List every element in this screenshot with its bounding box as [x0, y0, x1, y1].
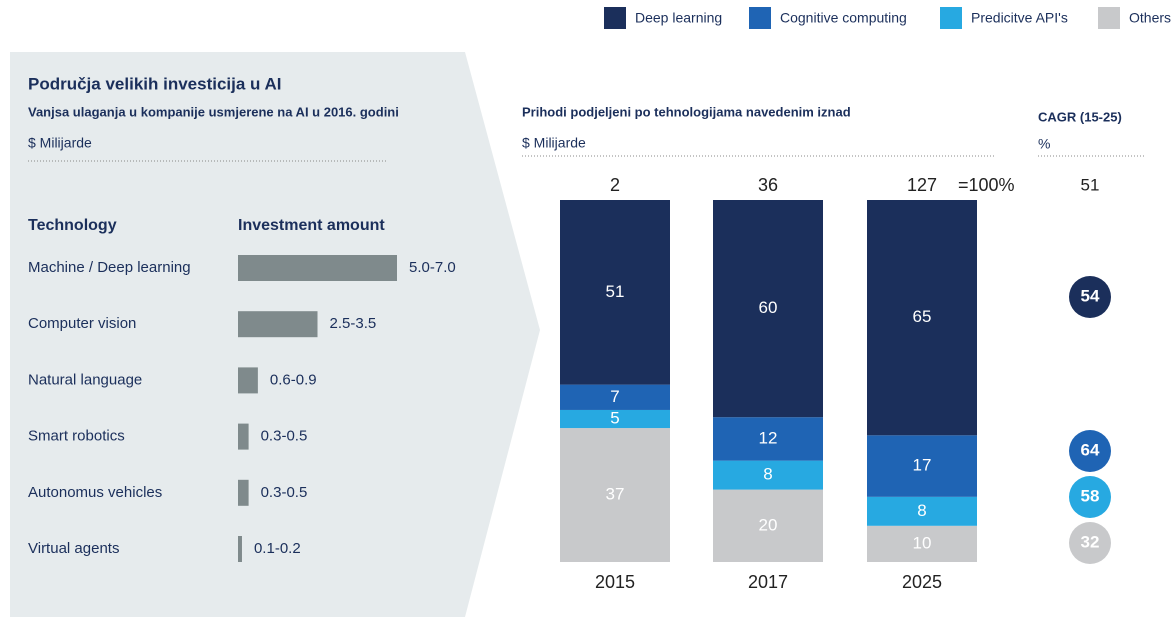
- bar: [238, 423, 249, 450]
- bar-segment: [713, 200, 823, 418]
- bar-segment: [560, 384, 670, 410]
- left-subtitle: Vanjsa ulaganja u kompanije usmjerene na…: [28, 104, 399, 119]
- cagr-value: 54: [1081, 286, 1100, 305]
- bar-segment: [713, 489, 823, 562]
- value-header: Investment amount: [238, 217, 385, 234]
- bar-segment: [560, 428, 670, 562]
- bar: [238, 367, 258, 394]
- cagr-unit: %: [1038, 136, 1050, 152]
- segment-label: 10: [913, 533, 932, 552]
- segment-label: 51: [606, 282, 625, 301]
- bar: [238, 479, 249, 506]
- category-label: Natural language: [28, 371, 142, 388]
- category-label: Autonomus vehicles: [28, 484, 162, 501]
- legend-label: Predicitve API's: [971, 10, 1068, 26]
- cagr-value: 32: [1081, 532, 1100, 551]
- cagr-header: CAGR (15-25): [1038, 109, 1122, 124]
- segment-label: 12: [759, 428, 778, 447]
- cagr-badge: [1069, 276, 1111, 318]
- category-label: Machine / Deep learning: [28, 259, 191, 276]
- legend-label: Deep learning: [635, 10, 722, 26]
- cagr-badge: [1069, 476, 1111, 518]
- cagr-value: 51: [1081, 175, 1100, 194]
- legend-swatch: [604, 7, 626, 29]
- right-subtitle: Prihodi podjeljeni po tehnologijama nave…: [522, 104, 851, 119]
- legend-swatch: [749, 7, 771, 29]
- segment-label: 65: [913, 307, 932, 326]
- cagr-value: 64: [1081, 440, 1100, 459]
- category-label: Virtual agents: [28, 540, 119, 557]
- total-label: 36: [758, 175, 778, 195]
- bar-segment: [560, 200, 670, 385]
- segment-label: 8: [763, 465, 772, 484]
- value-label: 2.5-3.5: [330, 315, 377, 332]
- cagr-badge: [1069, 430, 1111, 472]
- cagr-value: 58: [1081, 486, 1100, 505]
- segment-label: 17: [913, 456, 932, 475]
- category-label: Smart robotics: [28, 428, 125, 445]
- legend-swatch: [940, 7, 962, 29]
- bar: [238, 255, 397, 281]
- total-label: 2: [610, 175, 620, 195]
- bar-segment: [713, 460, 823, 490]
- segment-label: 7: [610, 387, 619, 406]
- value-label: 0.3-0.5: [261, 428, 308, 445]
- category-header: Technology: [28, 217, 117, 234]
- x-tick-label: 2025: [902, 572, 942, 592]
- cagr-badge: [1069, 165, 1111, 207]
- left-unit: $ Milijarde: [28, 135, 92, 151]
- segment-label: 20: [759, 515, 778, 534]
- total-note: =100%: [958, 175, 1015, 195]
- total-label: 127: [907, 175, 937, 195]
- legend-label: Cognitive computing: [780, 10, 907, 26]
- segment-label: 60: [759, 298, 778, 317]
- segment-label: 37: [606, 485, 625, 504]
- left-title: Područja velikih investicija u AI: [28, 74, 282, 93]
- value-label: 0.3-0.5: [261, 484, 308, 501]
- legend-swatch: [1098, 7, 1120, 29]
- value-label: 0.1-0.2: [254, 540, 301, 557]
- cagr-badge: [1069, 522, 1111, 564]
- bar-segment: [867, 200, 977, 436]
- segment-label: 8: [917, 501, 926, 520]
- value-label: 5.0-7.0: [409, 259, 456, 276]
- bar: [238, 311, 318, 338]
- value-label: 0.6-0.9: [270, 371, 317, 388]
- bar-segment: [867, 525, 977, 562]
- segment-label: 5: [610, 408, 619, 427]
- right-unit: $ Milijarde: [522, 135, 586, 151]
- bar: [238, 536, 242, 562]
- category-label: Computer vision: [28, 315, 136, 332]
- bar-segment: [560, 409, 670, 429]
- x-tick-label: 2017: [748, 572, 788, 592]
- legend-label: Others: [1129, 10, 1171, 26]
- bar-segment: [713, 417, 823, 461]
- bar-segment: [867, 496, 977, 526]
- x-tick-label: 2015: [595, 572, 635, 592]
- bar-segment: [867, 435, 977, 497]
